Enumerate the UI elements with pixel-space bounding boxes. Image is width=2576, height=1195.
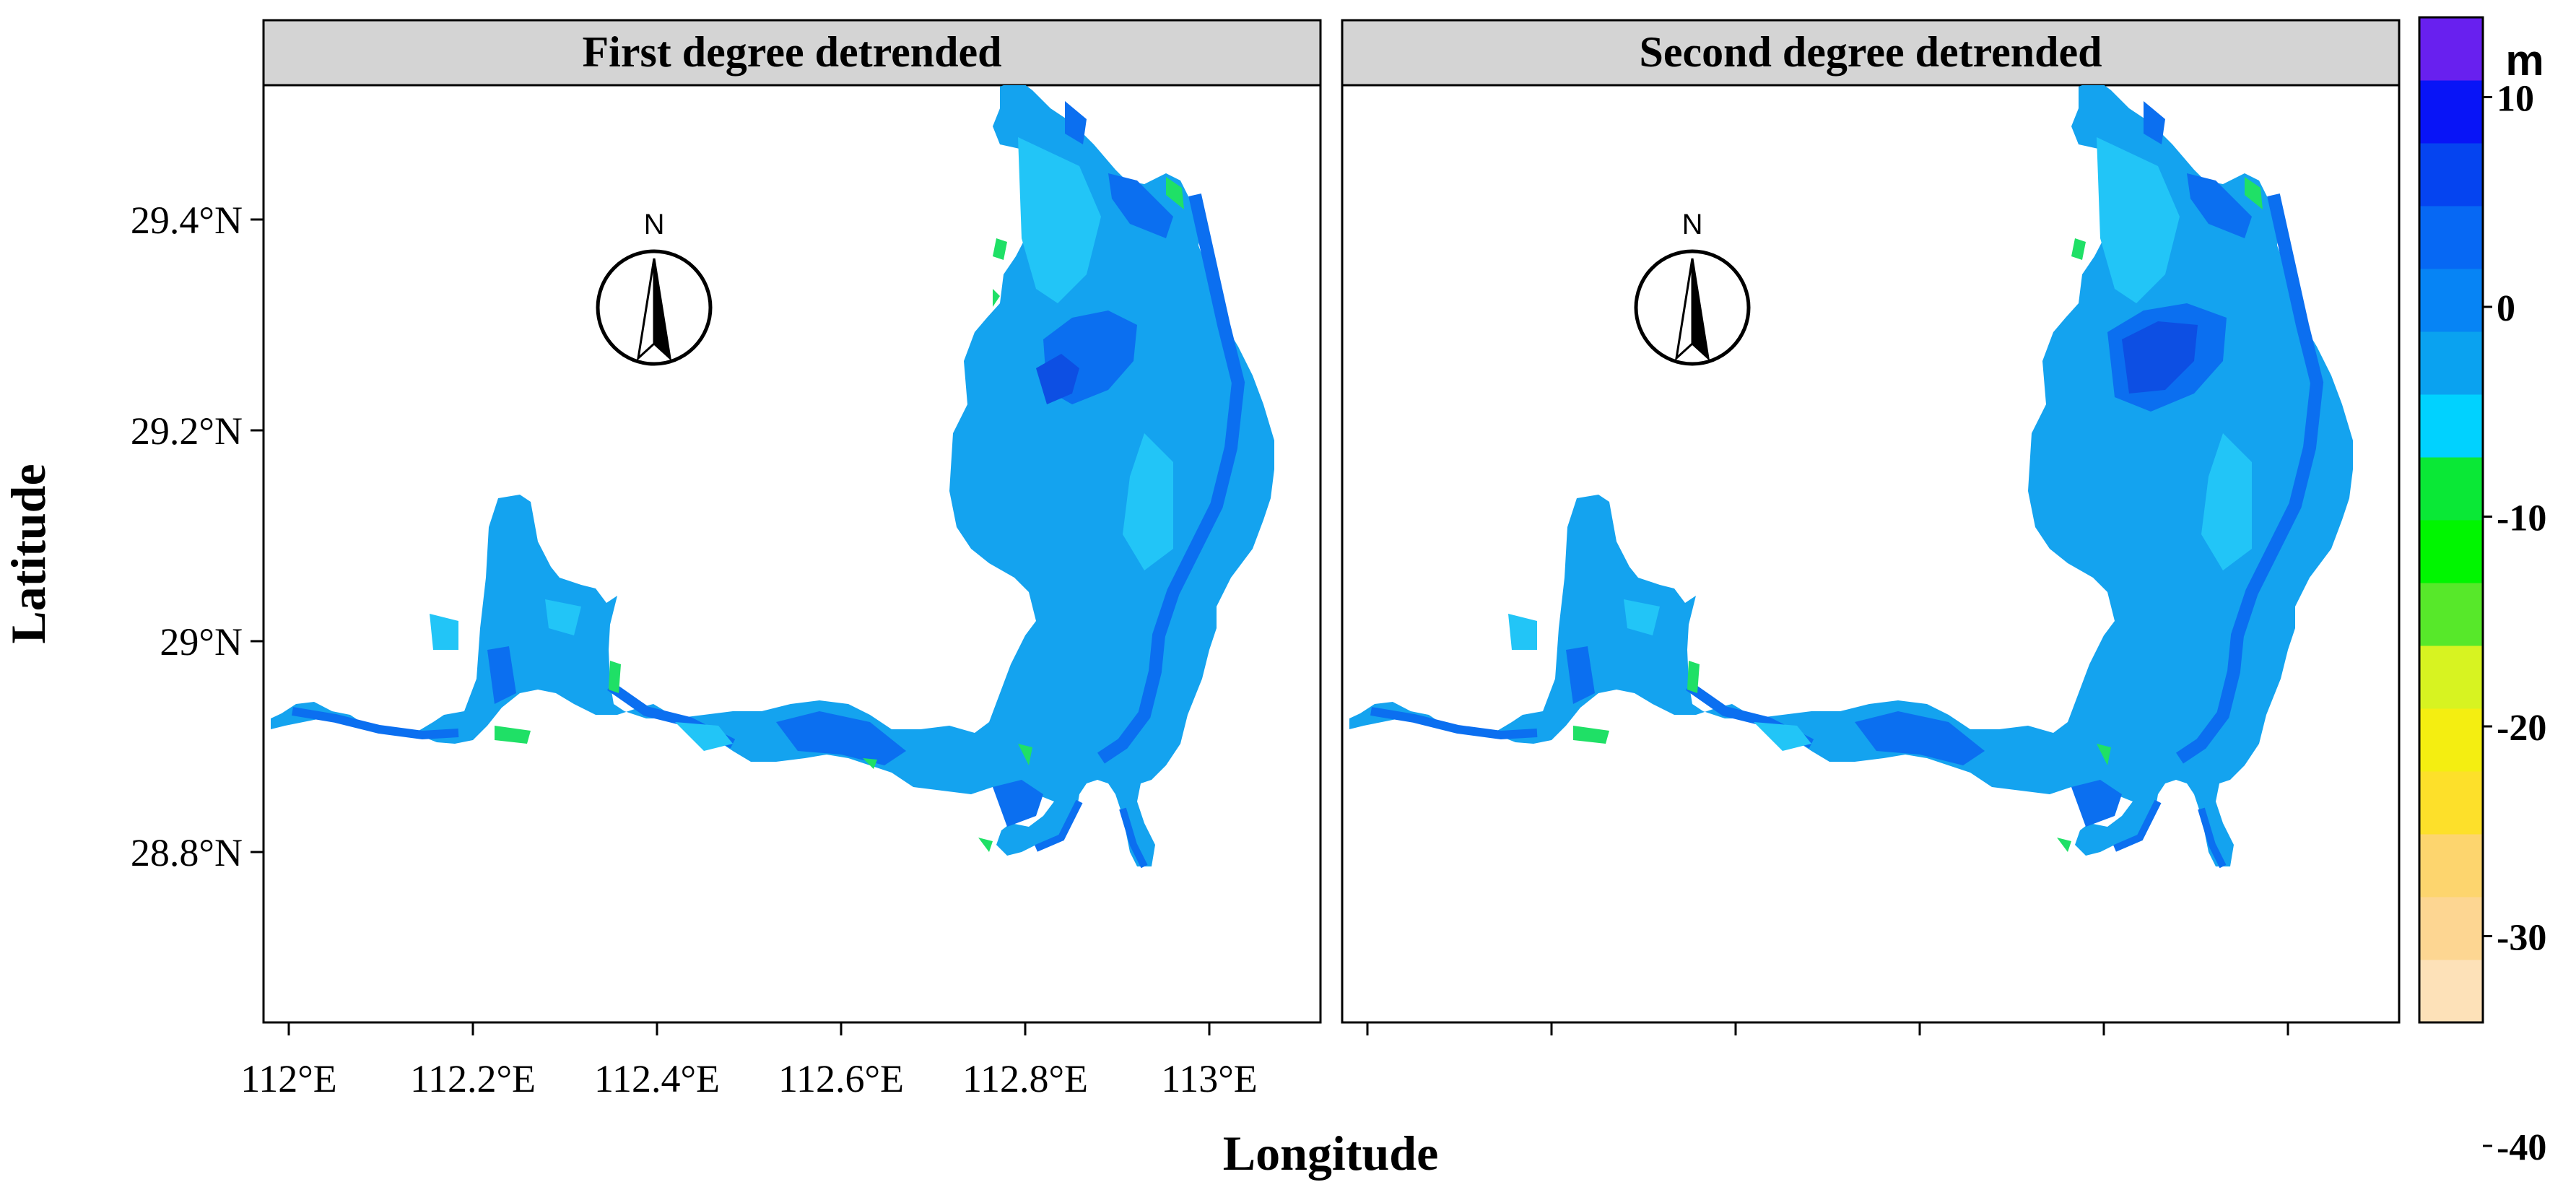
x-tick-label: 112.2°E (410, 1057, 536, 1100)
legend-swatch (2419, 206, 2483, 269)
legend-ticks: 10 0 -10 -20 -30 -40 (2483, 79, 2546, 1168)
legend-swatch (2419, 394, 2483, 458)
x-tick-label: 112.4°E (594, 1057, 720, 1100)
panel-strip (262, 19, 1322, 87)
x-axis-ticks-panel-2 (1366, 1022, 2289, 1035)
legend-tick-label: -10 (2497, 498, 2546, 539)
color-legend: m 10 0 -10 -20 -30 -40 (2418, 16, 2546, 1168)
legend-swatch (2419, 269, 2483, 332)
legend-tick-label: 0 (2497, 288, 2515, 329)
panel-first-degree: First degree detrended (262, 19, 1322, 1024)
legend-swatch (2419, 771, 2483, 835)
legend-unit: m (2505, 36, 2544, 84)
legend-swatch (2419, 17, 2483, 81)
y-axis-label: Latitude (1, 464, 56, 643)
legend-swatch (2419, 708, 2483, 772)
legend-swatch (2419, 80, 2483, 144)
legend-tick-label: 10 (2497, 79, 2534, 120)
north-arrow-icon: N (1634, 209, 1751, 366)
north-label: N (1682, 209, 1703, 240)
y-tick-label: 29°N (160, 620, 243, 664)
legend-colorbar (2419, 17, 2483, 1023)
panel-strip (1341, 19, 2401, 87)
legend-tick-label: -30 (2497, 918, 2546, 959)
y-tick-label: 29.2°N (131, 409, 243, 453)
x-tick-label: 112°E (240, 1057, 337, 1100)
legend-swatch (2419, 834, 2483, 898)
legend-swatch (2419, 646, 2483, 709)
north-arrow-icon: N (596, 209, 713, 366)
x-tick-label: 112.8°E (962, 1057, 1088, 1100)
legend-swatch (2419, 331, 2483, 395)
panel-title: First degree detrended (583, 28, 1002, 76)
legend-swatch (2419, 897, 2483, 960)
lake-map (1349, 85, 2353, 869)
legend-tick-label: -20 (2497, 708, 2546, 749)
legend-swatch (2419, 143, 2483, 207)
legend-swatch (2419, 457, 2483, 521)
legend-tick-label: -40 (2497, 1127, 2546, 1168)
y-axis-ticks: 28.8°N 29°N 29.2°N 29.4°N (131, 199, 264, 874)
x-axis-label: Longitude (1223, 1126, 1439, 1181)
legend-swatch (2419, 583, 2483, 646)
x-tick-label: 112.6°E (778, 1057, 904, 1100)
panel-second-degree: Second degree detrended (1341, 19, 2401, 1024)
y-tick-label: 29.4°N (131, 199, 243, 242)
panel-title: Second degree detrended (1639, 28, 2102, 76)
x-axis-ticks-panel-1: 112°E 112.2°E 112.4°E 112.6°E 112.8°E 113°E (240, 1022, 1258, 1100)
legend-swatch (2419, 520, 2483, 583)
y-tick-label: 28.8°N (131, 831, 243, 874)
lake-map (271, 85, 1274, 869)
north-label: N (644, 209, 665, 240)
x-tick-label: 113°E (1161, 1057, 1258, 1100)
legend-swatch (2419, 960, 2483, 1023)
legend-frame (2418, 16, 2484, 1024)
